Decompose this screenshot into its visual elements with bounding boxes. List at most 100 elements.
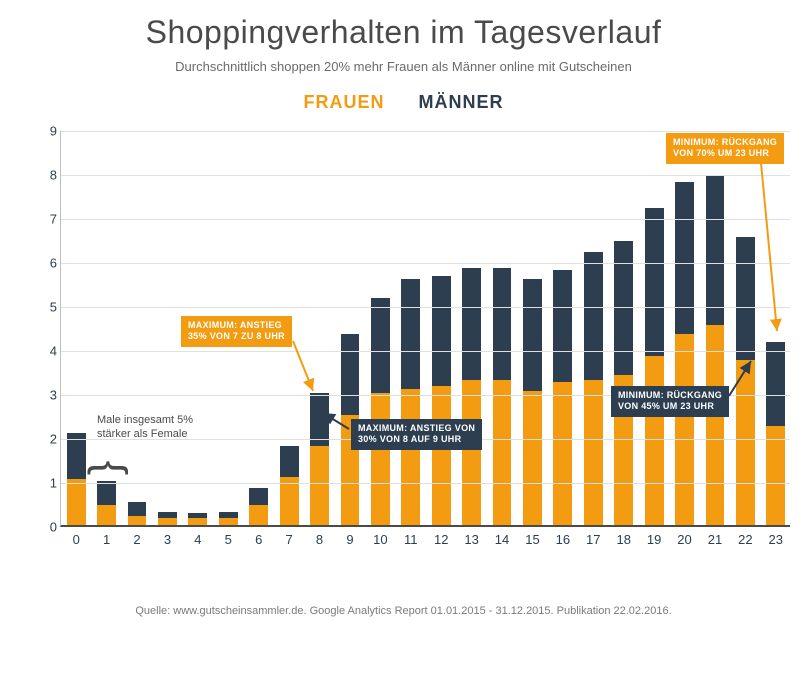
bar-segment-maenner [371, 298, 390, 393]
x-tick-label: 18 [616, 532, 630, 547]
callout-max-maenner: MAXIMUM: ANSTIEG VON30% VON 8 AUF 9 UHR [351, 419, 482, 450]
x-tick-label: 9 [346, 532, 353, 547]
bar-segment-maenner [493, 268, 512, 380]
brace-label: Male insgesamt 5%stärker als Female [97, 413, 193, 442]
bar-segment-maenner [249, 488, 268, 506]
bar-segment-maenner [523, 279, 542, 391]
bar-segment-frauen [401, 389, 420, 525]
bar-segment-frauen [67, 479, 86, 525]
bar-hour-0 [67, 433, 86, 525]
callout-max-frauen: MAXIMUM: ANSTIEG35% VON 7 ZU 8 UHR [181, 316, 292, 347]
bar-segment-frauen [128, 516, 147, 525]
x-tick-label: 1 [103, 532, 110, 547]
bar-segment-frauen [249, 505, 268, 525]
bar-hour-3 [158, 512, 177, 525]
x-tick-label: 13 [464, 532, 478, 547]
bar-hour-4 [188, 513, 207, 525]
bar-hour-1 [97, 481, 116, 525]
bar-segment-maenner [341, 334, 360, 415]
y-tick-label: 0 [43, 520, 57, 535]
bar-segment-maenner [219, 512, 238, 519]
chart-container: Shoppingverhalten im Tagesverlauf Durchs… [0, 0, 807, 681]
bar-hour-8 [310, 393, 329, 525]
gridline [61, 175, 790, 176]
bar-segment-maenner [553, 270, 572, 382]
chart-source: Quelle: www.gutscheinsammler.de. Google … [20, 605, 787, 617]
legend-frauen: FRAUEN [303, 92, 384, 112]
bar-segment-maenner [675, 182, 694, 334]
bar-hour-17 [584, 252, 603, 525]
x-tick-label: 15 [525, 532, 539, 547]
chart-legend: FRAUEN MÄNNER [20, 92, 787, 113]
x-tick-label: 22 [738, 532, 752, 547]
x-tick-label: 20 [677, 532, 691, 547]
x-tick-label: 17 [586, 532, 600, 547]
bar-hour-20 [675, 182, 694, 525]
bar-segment-frauen [371, 393, 390, 525]
bar-segment-maenner [584, 252, 603, 380]
gridline [61, 219, 790, 220]
bar-segment-maenner [97, 481, 116, 505]
bar-hour-22 [736, 237, 755, 525]
bar-segment-frauen [310, 446, 329, 525]
y-tick-label: 2 [43, 432, 57, 447]
bar-segment-maenner [736, 237, 755, 360]
bar-hour-19 [645, 208, 664, 525]
bar-segment-frauen [523, 391, 542, 525]
bar-segment-maenner [766, 342, 785, 426]
x-tick-label: 23 [769, 532, 783, 547]
bar-segment-maenner [310, 393, 329, 446]
legend-maenner: MÄNNER [419, 92, 504, 112]
bar-hour-11 [401, 279, 420, 525]
bar-segment-frauen [97, 505, 116, 525]
callout-min-frauen: MINIMUM: RÜCKGANGVON 70% UM 23 UHR [666, 133, 784, 164]
bar-segment-maenner [280, 446, 299, 477]
gridline [61, 131, 790, 132]
bar-segment-frauen [736, 360, 755, 525]
gridline [61, 351, 790, 352]
x-tick-label: 21 [708, 532, 722, 547]
x-tick-label: 19 [647, 532, 661, 547]
x-tick-label: 6 [255, 532, 262, 547]
chart-bars [61, 131, 790, 525]
bar-segment-maenner [432, 276, 451, 386]
x-tick-label: 14 [495, 532, 509, 547]
x-tick-label: 10 [373, 532, 387, 547]
bar-segment-frauen [158, 518, 177, 525]
bar-segment-frauen [432, 386, 451, 525]
y-tick-label: 9 [43, 124, 57, 139]
bar-segment-maenner [158, 512, 177, 519]
bar-hour-10 [371, 298, 390, 525]
bar-segment-maenner [645, 208, 664, 355]
bar-segment-frauen [553, 382, 572, 525]
bar-segment-maenner [614, 241, 633, 375]
gridline [61, 263, 790, 264]
bar-hour-7 [280, 446, 299, 525]
x-tick-label: 7 [286, 532, 293, 547]
brace-icon: { [85, 461, 135, 476]
chart-subtitle: Durchschnittlich shoppen 20% mehr Frauen… [20, 59, 787, 74]
y-tick-label: 6 [43, 256, 57, 271]
chart-area: 0123456789012345678910111213141516171819… [40, 125, 800, 555]
gridline [61, 483, 790, 484]
bar-segment-frauen [219, 518, 238, 525]
y-tick-label: 5 [43, 300, 57, 315]
bar-hour-6 [249, 488, 268, 525]
x-tick-label: 3 [164, 532, 171, 547]
x-tick-label: 2 [133, 532, 140, 547]
y-tick-label: 4 [43, 344, 57, 359]
bar-segment-frauen [462, 380, 481, 525]
x-tick-label: 16 [556, 532, 570, 547]
bar-segment-frauen [188, 518, 207, 525]
x-tick-label: 11 [404, 532, 418, 547]
bar-hour-23 [766, 342, 785, 525]
bar-segment-maenner [706, 175, 725, 325]
y-tick-label: 1 [43, 476, 57, 491]
callout-min-maenner: MINIMUM: RÜCKGANGVON 45% UM 23 UHR [611, 386, 729, 417]
x-tick-label: 4 [194, 532, 201, 547]
y-tick-label: 7 [43, 212, 57, 227]
bar-segment-frauen [675, 334, 694, 525]
bar-segment-maenner [128, 502, 147, 516]
x-tick-label: 12 [434, 532, 448, 547]
bar-segment-frauen [645, 356, 664, 525]
